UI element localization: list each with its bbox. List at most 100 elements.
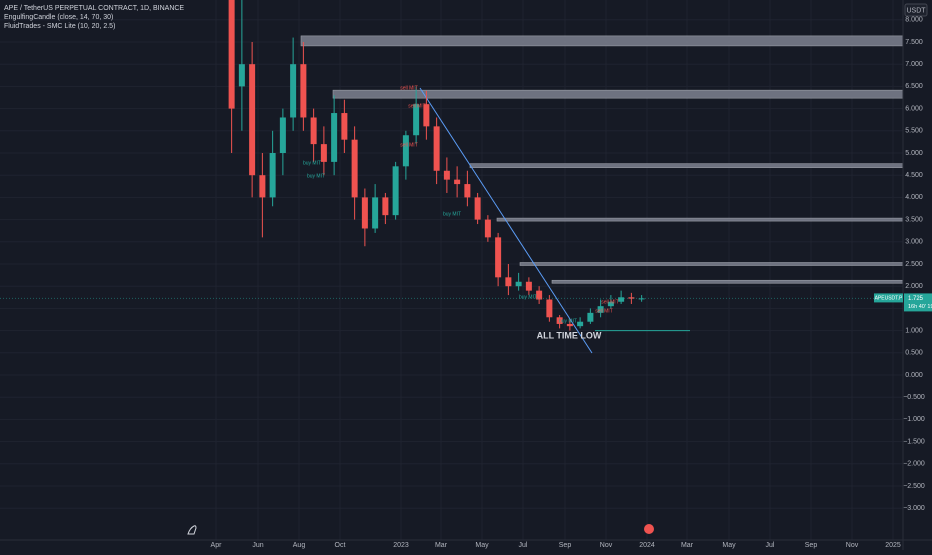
supply-zone [300,35,903,47]
candle-body [351,139,358,198]
candle-body [361,197,368,229]
supply-zone [519,262,903,266]
y-tick-label: 7.500 [905,39,923,46]
y-tick-label: 0.500 [905,350,923,357]
x-tick-label: May [475,542,489,549]
x-tick-label: Aug [293,542,306,549]
y-tick-label: 4.000 [905,194,923,201]
candle-body [525,281,532,291]
supply-zone [332,89,903,99]
x-tick-label: Jul [766,542,775,549]
y-tick-label: 2.500 [905,261,923,268]
candle-body [320,144,327,162]
candle-body [433,126,440,171]
candle-body [597,306,604,313]
signal-label: buy MIT [443,211,461,217]
y-tick-label: −2.000 [903,461,925,468]
y-tick-label: 1.000 [905,327,923,334]
countdown: 16h 40' 19 [908,304,932,310]
candle-body [536,290,543,300]
candle-body [628,297,635,299]
currency[interactable]: USDT [906,7,926,14]
y-tick-label: 4.500 [905,172,923,179]
candle-body [413,104,420,136]
y-tick-label: 5.500 [905,128,923,135]
candle-body [392,166,399,216]
candle-body [279,117,286,153]
signal-label: sell MIT [400,85,418,91]
candle-body [505,277,512,287]
candle-body [464,184,471,198]
candle-body [587,312,594,322]
candle-body [269,153,276,198]
y-tick-label: 6.000 [905,105,923,112]
candle-body [259,175,266,198]
candle-body [474,197,481,220]
candle-body [618,297,625,302]
x-tick-label: Jul [519,542,528,549]
y-tick-label: −1.500 [903,438,925,445]
signal-label: sell MIT [400,142,418,148]
trendline [419,87,593,354]
signal-label: sell MIT [408,103,426,109]
x-tick-label: Apr [211,542,223,549]
candle-body [310,117,317,145]
indicator: EngulfingCandle (close, 14, 70, 30) [4,14,113,21]
y-tick-label: 7.000 [905,61,923,68]
signal-label: sell MIT [601,299,619,305]
currency-box[interactable] [904,3,928,17]
candle-body [331,113,338,162]
candle-body [382,197,389,216]
x-tick-label: 2023 [393,542,409,549]
grid [0,0,903,540]
price-tag [904,293,932,312]
x-tick-label: Nov [600,542,613,549]
y-tick-label: −2.500 [903,483,925,490]
chart-title: APE / TetherUS PERPETUAL CONTRACT, 1D, B… [4,5,184,12]
logo [187,525,197,535]
x-tick-label: Sep [559,542,572,549]
candle-body [423,104,430,127]
y-tick-label: −1.000 [903,416,925,423]
y-tick-label: 6.500 [905,83,923,90]
supply-zone [496,217,903,222]
candle-body [300,64,307,118]
candle-body [484,219,491,238]
indicator: FluidTrades - SMC Lite (10, 20, 2.5) [4,23,115,30]
y-tick-label: 5.000 [905,150,923,157]
annotation-label: ALL TIME LOW [537,330,602,340]
plot [0,0,903,354]
candle-body [454,179,461,185]
signal-label: buy MIT [307,173,325,179]
signal-label: buy MIT [559,318,577,324]
candle-body [515,281,522,287]
y-tick-label: −0.500 [903,394,925,401]
x-tick-label: Nov [846,542,859,549]
candle-body [238,64,245,87]
x-tick-label: Oct [335,542,346,549]
candle-body [495,237,502,278]
candle-body [249,64,256,176]
signal-label: buy MIT [303,160,321,166]
candle-body [566,323,573,327]
y-tick-label: 3.500 [905,216,923,223]
supply-zone [551,279,903,284]
signal-label: sell MIT [595,308,613,314]
event-icon[interactable] [644,524,654,534]
y-tick-label: −3.000 [903,505,925,512]
candle-body [443,170,450,180]
y-tick-label: 3.000 [905,239,923,246]
x-tick-label: Mar [681,542,694,549]
candle-body [607,301,614,307]
candle-body [556,317,563,324]
candle-body [577,321,584,327]
x-tick-label: Mar [435,542,448,549]
supply-zone [469,163,903,168]
candle-body [402,135,409,167]
price-label: 1.725 [908,296,924,302]
symbol-tag [874,293,903,303]
y-tick-label: 0.000 [905,372,923,379]
signal-label: buy MIT [519,294,537,300]
candle-body [290,64,297,118]
